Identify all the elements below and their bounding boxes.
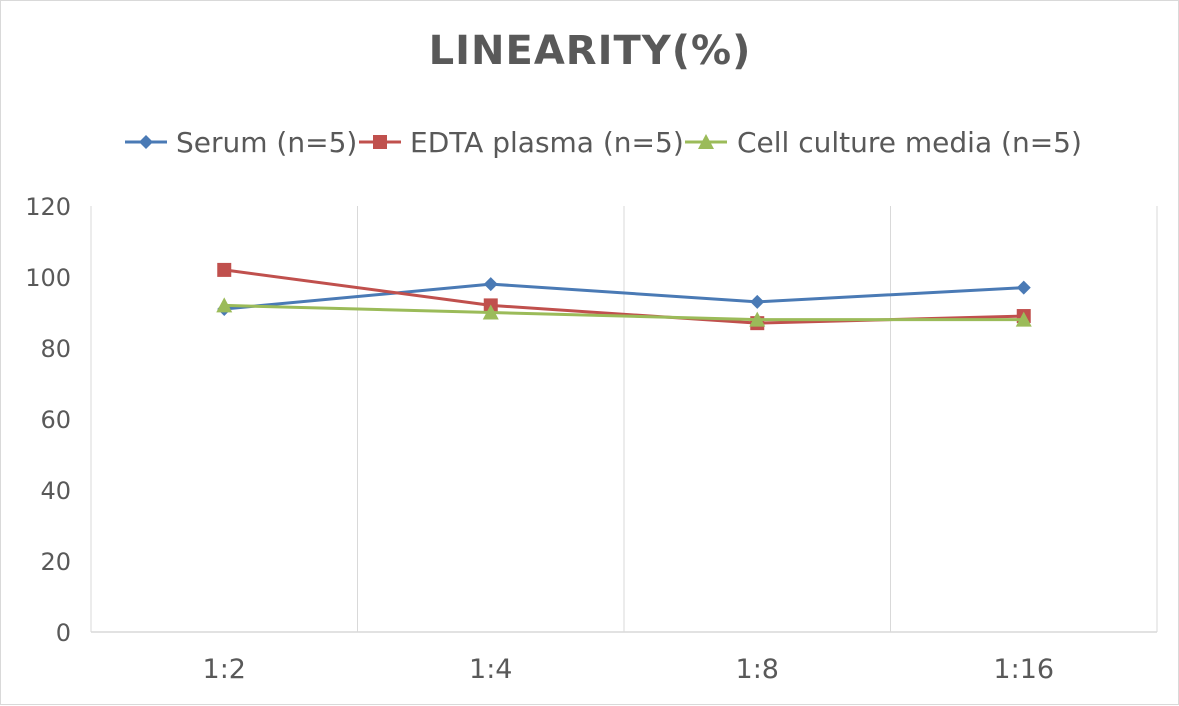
legend-item-serum: Serum (n=5) xyxy=(125,126,357,159)
series xyxy=(216,262,1032,331)
x-tick-label: 1:2 xyxy=(203,654,246,685)
chart-title: LINEARITY(%) xyxy=(429,28,752,74)
legend-marker-edta-plasma xyxy=(373,135,387,149)
data-point xyxy=(1016,280,1031,295)
y-tick-label: 100 xyxy=(25,264,71,292)
y-axis-ticks: 0 20 40 60 80 100 120 xyxy=(25,193,71,647)
data-point xyxy=(1015,311,1032,327)
legend-marker-cell-culture-media xyxy=(698,134,714,149)
data-point xyxy=(750,294,765,309)
x-tick-label: 1:4 xyxy=(469,654,512,685)
data-point xyxy=(483,277,498,292)
series-line xyxy=(222,303,1026,322)
legend-marker-serum xyxy=(139,135,153,149)
x-axis-ticks: 1:2 1:4 1:8 1:16 xyxy=(203,654,1055,685)
x-tick-label: 1:16 xyxy=(993,654,1054,685)
y-tick-label: 60 xyxy=(40,406,71,434)
legend-label-cell-culture-media: Cell culture media (n=5) xyxy=(737,126,1082,159)
series-line xyxy=(222,282,1026,311)
legend-item-edta-plasma: EDTA plasma (n=5) xyxy=(359,126,684,159)
legend: Serum (n=5) EDTA plasma (n=5) Cell cultu… xyxy=(125,126,1082,159)
y-tick-label: 0 xyxy=(56,619,71,647)
data-point xyxy=(216,297,233,313)
y-tick-label: 40 xyxy=(40,477,71,505)
y-tick-label: 120 xyxy=(25,193,71,221)
legend-label-edta-plasma: EDTA plasma (n=5) xyxy=(410,126,684,159)
series-2 xyxy=(216,297,1032,327)
y-tick-label: 80 xyxy=(40,335,71,363)
x-tick-label: 1:8 xyxy=(736,654,779,685)
data-point xyxy=(482,304,499,320)
data-point xyxy=(217,262,232,277)
legend-label-serum: Serum (n=5) xyxy=(176,126,357,159)
y-tick-label: 20 xyxy=(40,548,71,576)
data-point xyxy=(749,311,766,327)
legend-item-cell-culture-media: Cell culture media (n=5) xyxy=(685,126,1082,159)
grid xyxy=(90,206,1158,632)
